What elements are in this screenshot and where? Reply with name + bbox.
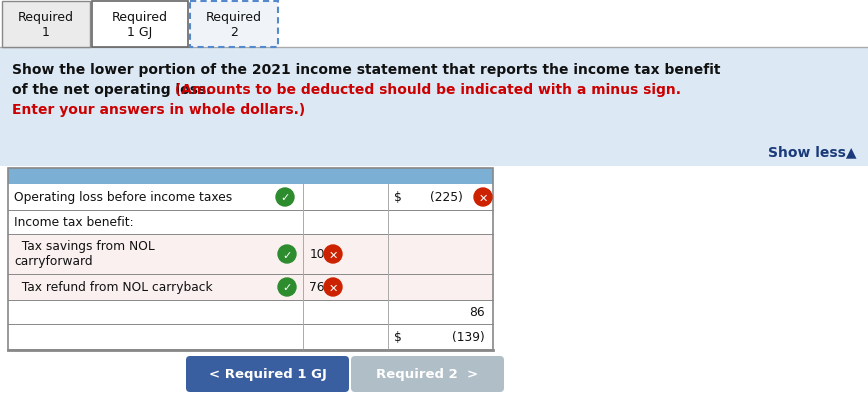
FancyBboxPatch shape: [186, 356, 349, 392]
FancyBboxPatch shape: [190, 2, 278, 48]
FancyBboxPatch shape: [2, 2, 90, 48]
FancyBboxPatch shape: [8, 300, 493, 324]
Text: Show the lower portion of the 2021 income statement that reports the income tax : Show the lower portion of the 2021 incom…: [12, 63, 720, 77]
Text: of the net operating loss.: of the net operating loss.: [12, 83, 212, 97]
Text: ✕: ✕: [328, 250, 338, 260]
Circle shape: [324, 245, 342, 263]
Circle shape: [278, 245, 296, 263]
FancyBboxPatch shape: [351, 356, 504, 392]
Text: Required
2: Required 2: [206, 11, 262, 39]
Circle shape: [276, 189, 294, 207]
Circle shape: [324, 278, 342, 296]
Text: Tax savings from NOL: Tax savings from NOL: [14, 239, 155, 252]
Text: $: $: [394, 191, 402, 204]
FancyBboxPatch shape: [8, 169, 493, 184]
Text: < Required 1 GJ: < Required 1 GJ: [208, 368, 326, 380]
Text: ✓: ✓: [282, 283, 292, 293]
Text: carryforward: carryforward: [14, 254, 93, 267]
Text: 10: 10: [310, 248, 325, 261]
FancyBboxPatch shape: [0, 49, 868, 166]
FancyBboxPatch shape: [8, 211, 493, 234]
Text: ✓: ✓: [282, 250, 292, 260]
Text: ✕: ✕: [478, 193, 488, 203]
Text: (225): (225): [431, 191, 463, 204]
FancyBboxPatch shape: [92, 2, 188, 48]
Text: (Amounts to be deducted should be indicated with a minus sign.: (Amounts to be deducted should be indica…: [170, 83, 681, 97]
Text: Required
1: Required 1: [18, 11, 74, 39]
Text: $: $: [394, 331, 402, 344]
Text: ✓: ✓: [280, 193, 290, 203]
Circle shape: [474, 189, 492, 207]
Text: 76: 76: [310, 281, 325, 294]
Circle shape: [278, 278, 296, 296]
Text: ✕: ✕: [328, 283, 338, 293]
FancyBboxPatch shape: [8, 274, 493, 300]
Text: Enter your answers in whole dollars.): Enter your answers in whole dollars.): [12, 103, 306, 117]
Text: (139): (139): [452, 331, 485, 344]
Text: Required
1 GJ: Required 1 GJ: [112, 11, 168, 39]
FancyBboxPatch shape: [8, 184, 493, 211]
Text: Income tax benefit:: Income tax benefit:: [14, 216, 134, 229]
FancyBboxPatch shape: [8, 324, 493, 350]
Text: Show less▲: Show less▲: [767, 145, 856, 159]
FancyBboxPatch shape: [8, 234, 493, 274]
Text: Operating loss before income taxes: Operating loss before income taxes: [14, 191, 233, 204]
Text: Required 2  >: Required 2 >: [377, 368, 478, 380]
Text: 86: 86: [470, 306, 485, 319]
Text: Tax refund from NOL carryback: Tax refund from NOL carryback: [14, 281, 213, 294]
